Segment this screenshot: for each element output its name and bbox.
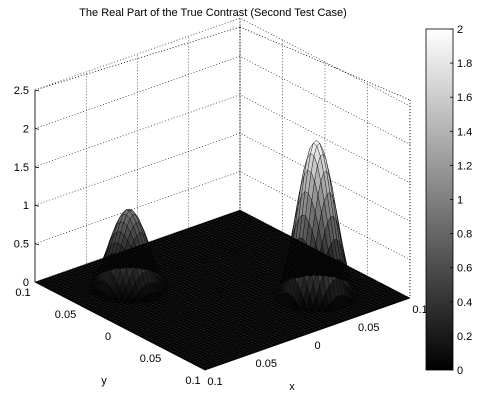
y-tick-label: 0.05: [55, 309, 76, 321]
colorbar-tick-label: 0.6: [457, 263, 472, 275]
colorbar-tick-label: 0: [457, 365, 463, 377]
y-tick-label: 0.1: [15, 287, 30, 299]
back-axis-edge-right: [239, 26, 411, 101]
colorbar-tick-label: 1.6: [457, 92, 472, 104]
surface-mesh: [34, 140, 411, 371]
y-tick-label: 0.1: [185, 375, 200, 387]
z-grid-line: [34, 17, 411, 107]
colorbar-tick-label: 0.4: [457, 297, 472, 309]
z-tick-mark: [34, 281, 40, 284]
z-grid-line: [34, 94, 411, 184]
colorbar-ticks: 0 0.2 0.4 0.6 0.8 1 1.2 1.4 1.6 1.8 2: [450, 24, 472, 377]
y-tick-label: 0.05: [140, 353, 161, 365]
colorbar-tick-label: 0.2: [457, 331, 472, 343]
colorbar-tick-label: 2: [457, 24, 463, 36]
z-tick-label: 1.5: [14, 162, 29, 174]
x-tick-label: 0.05: [358, 322, 379, 334]
colorbar-tick-label: 1.2: [457, 160, 472, 172]
z-grid-line: [34, 132, 411, 222]
colorbar-tick-label: 0.8: [457, 229, 472, 241]
surface-patch: [236, 209, 244, 213]
z-tick-mark: [34, 243, 40, 245]
x-axis-label: x: [289, 381, 295, 393]
y-tick-label: 0: [105, 331, 111, 343]
x-tick-label: 0.05: [256, 358, 277, 370]
z-tick-mark: [34, 204, 40, 207]
chart-title: The Real Part of the True Contrast (Seco…: [79, 7, 347, 19]
z-grid-line: [34, 56, 411, 145]
x-tick-label: 0.1: [207, 376, 222, 388]
colorbar-gradient: [425, 28, 454, 371]
z-tick-label: 0: [23, 277, 29, 289]
y-axis-label: y: [101, 375, 107, 387]
z-tick-label: 2.5: [14, 85, 29, 97]
x-tick-label: 0.1: [412, 304, 427, 316]
colorbar: 0 0.2 0.4 0.6 0.8 1 1.2 1.4 1.6 1.8 2: [425, 24, 472, 377]
colorbar-tick-label: 1: [457, 195, 463, 207]
z-tick-label: 1: [23, 200, 29, 212]
z-tick-label: 2: [23, 123, 29, 135]
axis-ticks: 0 0.5 1 1.5 2 2.5 0.1 0.05 0 0.05 0.1 0.1 0.05 0 0.05 0…: [14, 85, 428, 388]
colorbar-tick-label: 1.8: [457, 58, 472, 70]
z-grid-line: [34, 171, 411, 260]
z-tick-mark: [34, 89, 40, 92]
colorbar-tick-label: 1.4: [457, 126, 472, 138]
z-tick-label: 0.5: [14, 239, 29, 251]
z-tick-mark: [34, 128, 40, 130]
z-tick-mark: [34, 166, 40, 169]
x-tick-label: 0: [314, 340, 320, 352]
